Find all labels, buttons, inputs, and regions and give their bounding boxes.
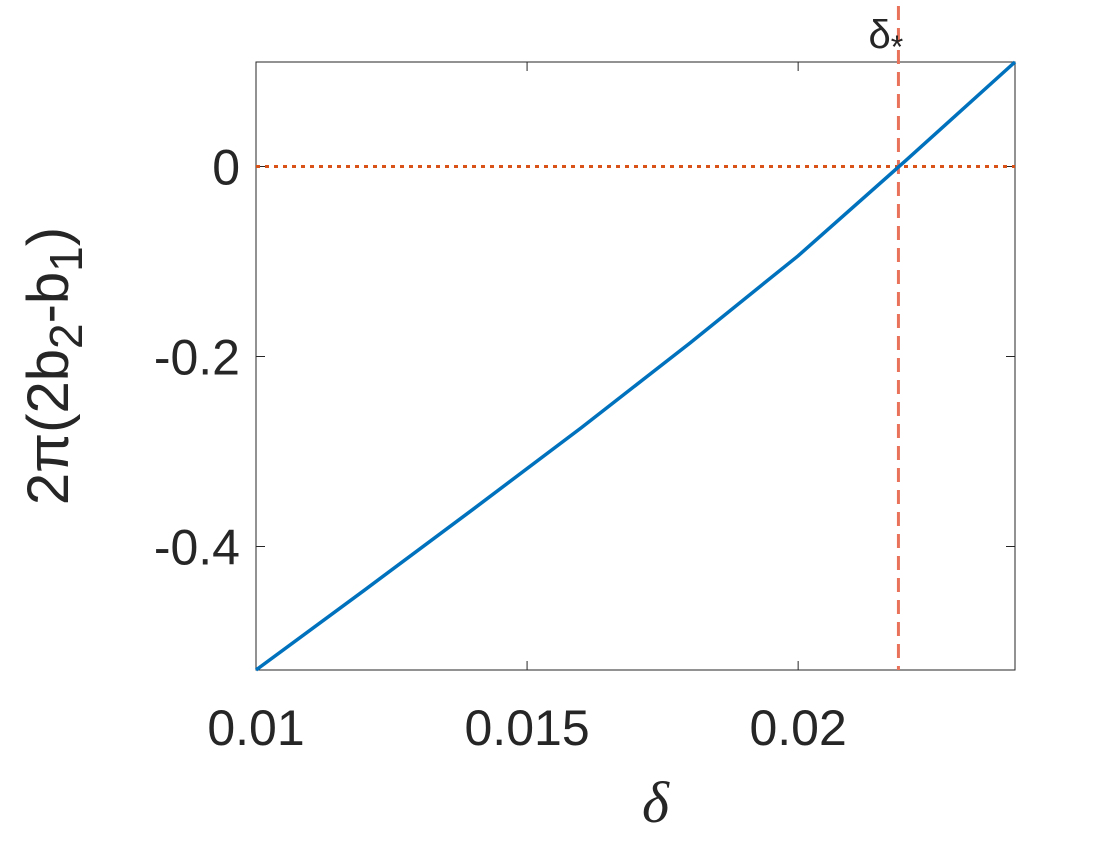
annotation: δ* xyxy=(868,13,903,65)
plot-area xyxy=(255,61,1016,671)
y-axis-label-part: -b xyxy=(16,272,81,324)
y-axis-label-part: 2 xyxy=(40,323,92,349)
x-tick-label: 0.01 xyxy=(207,700,304,756)
y-axis-label-part: 1 xyxy=(40,246,92,272)
y-tick-label: -0.2 xyxy=(154,330,240,386)
y-axis-label-part: ) xyxy=(16,227,81,246)
x-axis-label: δ xyxy=(642,770,670,835)
data-line xyxy=(254,60,1017,672)
x-tick-label: 0.02 xyxy=(749,700,846,756)
x-tick-label: 0.015 xyxy=(465,700,590,756)
y-axis-label: 2π(2b2-b1) xyxy=(16,227,92,505)
annotation-symbol: δ xyxy=(868,13,890,57)
y-axis-label-part: 2π(2b xyxy=(16,349,81,505)
y-tick-label: -0.4 xyxy=(154,520,240,576)
annotation-subscript: * xyxy=(891,29,903,65)
y-tick-label: 0 xyxy=(212,140,240,196)
